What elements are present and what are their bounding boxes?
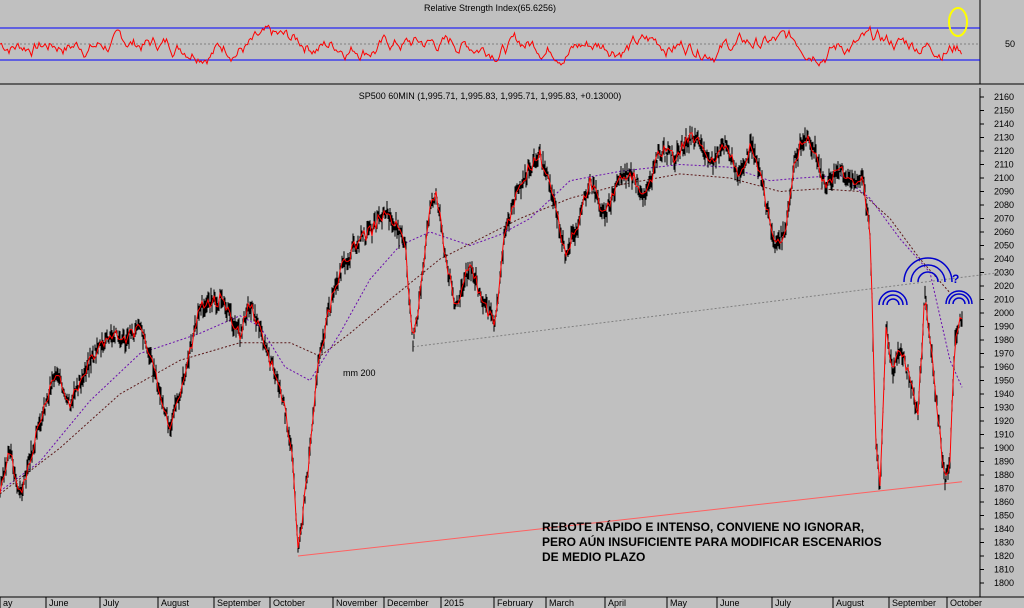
x-tick-label: September bbox=[217, 598, 261, 608]
rsi-series-line bbox=[0, 24, 962, 67]
x-tick-label: June bbox=[49, 598, 69, 608]
x-tick-label: August bbox=[836, 598, 865, 608]
ma-200-line bbox=[0, 173, 951, 495]
ma-200-label: mm 200 bbox=[343, 368, 376, 378]
y-tick-label: 2080 bbox=[994, 200, 1014, 210]
y-tick-label: 1830 bbox=[994, 538, 1014, 548]
question-mark-annotation: ? bbox=[952, 272, 959, 286]
arc-annotation bbox=[878, 290, 908, 306]
y-tick-label: 2090 bbox=[994, 187, 1014, 197]
arc-annotation bbox=[917, 271, 939, 283]
x-tick-label: May bbox=[670, 598, 688, 608]
ma-short-line bbox=[0, 163, 963, 492]
y-tick-label: 1910 bbox=[994, 430, 1014, 440]
rsi-highlight-circle bbox=[948, 7, 968, 37]
y-tick-label: 1860 bbox=[994, 497, 1014, 507]
y-axis: 1800 1810 1820 1830 1840 1850 1860 1870 1880 1890… bbox=[980, 92, 1014, 588]
y-tick-label: 2070 bbox=[994, 214, 1014, 224]
annotation-line-3: DE MEDIO PLAZO bbox=[542, 550, 645, 564]
rsi-tick-label: 50 bbox=[1005, 39, 1015, 49]
arc-annotation bbox=[886, 298, 900, 306]
x-tick-label: February bbox=[497, 598, 534, 608]
y-tick-label: 2060 bbox=[994, 227, 1014, 237]
y-tick-label: 1930 bbox=[994, 403, 1014, 413]
arc-annotation bbox=[910, 264, 946, 283]
x-tick-label: August bbox=[161, 598, 190, 608]
y-tick-label: 2150 bbox=[994, 106, 1014, 116]
y-tick-label: 1940 bbox=[994, 389, 1014, 399]
x-tick-label: October bbox=[273, 598, 305, 608]
x-tick-label: April bbox=[608, 598, 626, 608]
x-tick-label: 2015 bbox=[444, 598, 464, 608]
y-tick-label: 2000 bbox=[994, 308, 1014, 318]
y-tick-label: 1980 bbox=[994, 335, 1014, 345]
y-tick-label: 1820 bbox=[994, 551, 1014, 561]
y-tick-label: 2030 bbox=[994, 268, 1014, 278]
annotation-line-2: PERO AÚN INSUFICIENTE PARA MODIFICAR ESC… bbox=[542, 534, 882, 549]
x-tick-label: November bbox=[336, 598, 378, 608]
y-tick-label: 2020 bbox=[994, 281, 1014, 291]
y-tick-label: 1840 bbox=[994, 524, 1014, 534]
y-tick-label: 1960 bbox=[994, 362, 1014, 372]
y-tick-label: 1850 bbox=[994, 511, 1014, 521]
annotation-line-1: REBOTE RÁPIDO E INTENSO, CONVIENE NO IGN… bbox=[542, 519, 864, 534]
y-tick-label: 2120 bbox=[994, 146, 1014, 156]
x-tick-label: December bbox=[387, 598, 429, 608]
arc-annotation bbox=[945, 290, 973, 305]
y-tick-label: 2100 bbox=[994, 173, 1014, 183]
arc-annotation bbox=[952, 297, 966, 305]
x-tick-label: June bbox=[720, 598, 740, 608]
rsi-panel: Relative Strength Index(65.6256) 50 bbox=[0, 0, 1024, 85]
arc-annotation bbox=[903, 257, 953, 283]
arc-annotation bbox=[948, 293, 970, 305]
y-tick-label: 1810 bbox=[994, 565, 1014, 575]
y-tick-label: 1990 bbox=[994, 322, 1014, 332]
y-tick-label: 2110 bbox=[994, 160, 1013, 170]
y-tick-label: 1920 bbox=[994, 416, 1014, 426]
price-bars bbox=[0, 125, 963, 553]
y-tick-label: 1880 bbox=[994, 470, 1014, 480]
y-tick-label: 2010 bbox=[994, 295, 1014, 305]
y-tick-label: 1950 bbox=[994, 376, 1014, 386]
price-panel: SP500 60MIN (1,995.71, 1,995.83, 1,995.7… bbox=[0, 88, 1024, 608]
y-tick-label: 1900 bbox=[994, 443, 1014, 453]
y-tick-label: 1970 bbox=[994, 349, 1014, 359]
y-tick-label: 2140 bbox=[994, 119, 1014, 129]
arc-annotations bbox=[878, 257, 973, 306]
rsi-title: Relative Strength Index(65.6256) bbox=[424, 3, 556, 13]
x-tick-label: September bbox=[892, 598, 936, 608]
y-tick-label: 2050 bbox=[994, 241, 1014, 251]
y-tick-label: 2130 bbox=[994, 133, 1014, 143]
y-tick-label: 2160 bbox=[994, 92, 1014, 102]
rising-trendline bbox=[412, 272, 1001, 348]
arc-annotation bbox=[882, 294, 904, 306]
x-tick-label: July bbox=[103, 598, 120, 608]
y-tick-label: 1870 bbox=[994, 484, 1014, 494]
support-trendline bbox=[297, 481, 963, 557]
price-series-line bbox=[0, 132, 963, 549]
y-tick-label: 1890 bbox=[994, 457, 1014, 467]
y-tick-label: 2040 bbox=[994, 254, 1014, 264]
x-axis: ay June July August September October November… bbox=[0, 597, 982, 608]
x-tick-label: July bbox=[775, 598, 792, 608]
x-tick-label: October bbox=[950, 598, 982, 608]
rsi-plot-area bbox=[0, 0, 980, 84]
x-tick-label: March bbox=[549, 598, 574, 608]
price-title: SP500 60MIN (1,995.71, 1,995.83, 1,995.7… bbox=[359, 91, 621, 101]
y-tick-label: 1800 bbox=[994, 578, 1014, 588]
x-tick-label: ay bbox=[3, 598, 13, 608]
